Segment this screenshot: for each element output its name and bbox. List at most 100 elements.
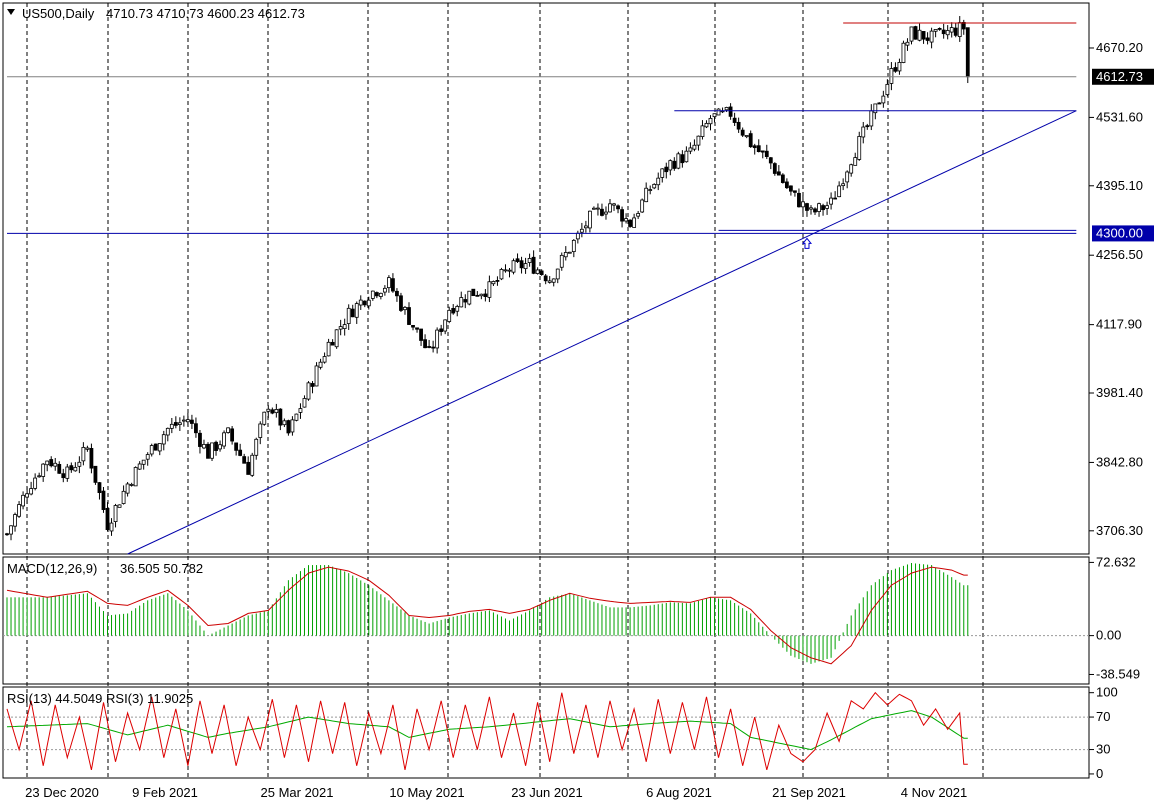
candle [153,443,158,451]
candle [861,121,866,144]
candle [129,482,134,487]
macd-signal-line [6,566,968,665]
candle [386,275,391,293]
candle [21,491,25,510]
candle [873,103,878,120]
candle [29,481,34,496]
candle [921,31,926,44]
candle [620,206,624,228]
candle [704,120,709,129]
candle [210,442,214,461]
candle [37,472,42,478]
candle [519,256,524,274]
candle [547,276,552,284]
candle [258,421,263,445]
candle [77,456,82,474]
rsi13-line [6,710,968,751]
candle [391,273,395,293]
candle [439,324,444,336]
ohlc-readout: 4710.73 4710.73 4600.23 4612.73 [106,6,305,21]
macd-title: MACD(12,26,9) [7,561,97,576]
candle [499,267,504,281]
candle [463,294,468,309]
candle [579,222,584,238]
candle [226,427,231,434]
candle [181,415,186,427]
candle [503,264,508,273]
candle [957,16,962,42]
candle [760,150,765,159]
candle [431,340,436,353]
candle [768,156,773,170]
candle [869,104,874,131]
price-panel[interactable] [5,16,1077,555]
candle [644,182,649,203]
candle [294,413,299,422]
candle [724,106,729,113]
candle [612,202,616,211]
candle [672,157,677,171]
candle [475,291,480,297]
candle [447,306,452,324]
candle [889,62,894,91]
candle [732,112,737,126]
candle [17,501,21,518]
candle [543,273,548,285]
candle [495,276,500,286]
x-tick-label: 23 Dec 2020 [25,785,99,800]
x-tick-label: 9 Feb 2021 [132,785,198,800]
candle [953,22,958,38]
rsi-panel[interactable] [3,691,1089,771]
candle [93,465,98,485]
candle [169,417,174,434]
candle [73,462,78,472]
candle [81,442,86,466]
candle [117,504,122,508]
candle [668,159,673,176]
candle [563,246,568,261]
candle [121,485,126,505]
candle [435,327,440,354]
candle [362,300,367,308]
triangle-down-icon[interactable] [7,9,15,15]
y-tick-label: 3842.80 [1096,454,1143,469]
candle [218,440,222,452]
candle [877,102,882,105]
trendline[interactable] [127,110,1077,555]
price-frame [2,2,1090,555]
candle [925,32,930,45]
macd-panel[interactable] [3,563,1089,665]
x-tick-label: 4 Nov 2021 [901,785,968,800]
macd-tick-label: 0.00 [1096,628,1121,643]
candle [640,198,645,213]
candle [113,503,118,528]
candle [801,195,805,214]
candle [905,38,910,51]
candle [833,191,838,200]
candle [125,482,130,497]
candle [342,318,347,336]
candle [427,339,432,349]
candle [101,486,106,513]
candle [636,210,641,219]
candle [366,296,371,310]
candle [756,139,761,153]
candle [234,442,239,456]
candle [813,207,817,215]
candle [616,204,620,214]
macd-tick-label: 72.632 [1096,554,1136,569]
price-axes: 23 Dec 2020 9 Feb 2021 25 Mar 2021 10 May 2… [25,40,1154,800]
candle [559,252,564,271]
candle [214,440,218,456]
candle [9,525,13,541]
candle [660,168,665,183]
candle [688,142,693,155]
candle [680,150,685,168]
candle [149,443,154,457]
candle [837,181,842,198]
candle [941,23,946,39]
candle [933,29,938,38]
candle [419,328,423,346]
candle [523,257,528,274]
candle [841,178,846,191]
